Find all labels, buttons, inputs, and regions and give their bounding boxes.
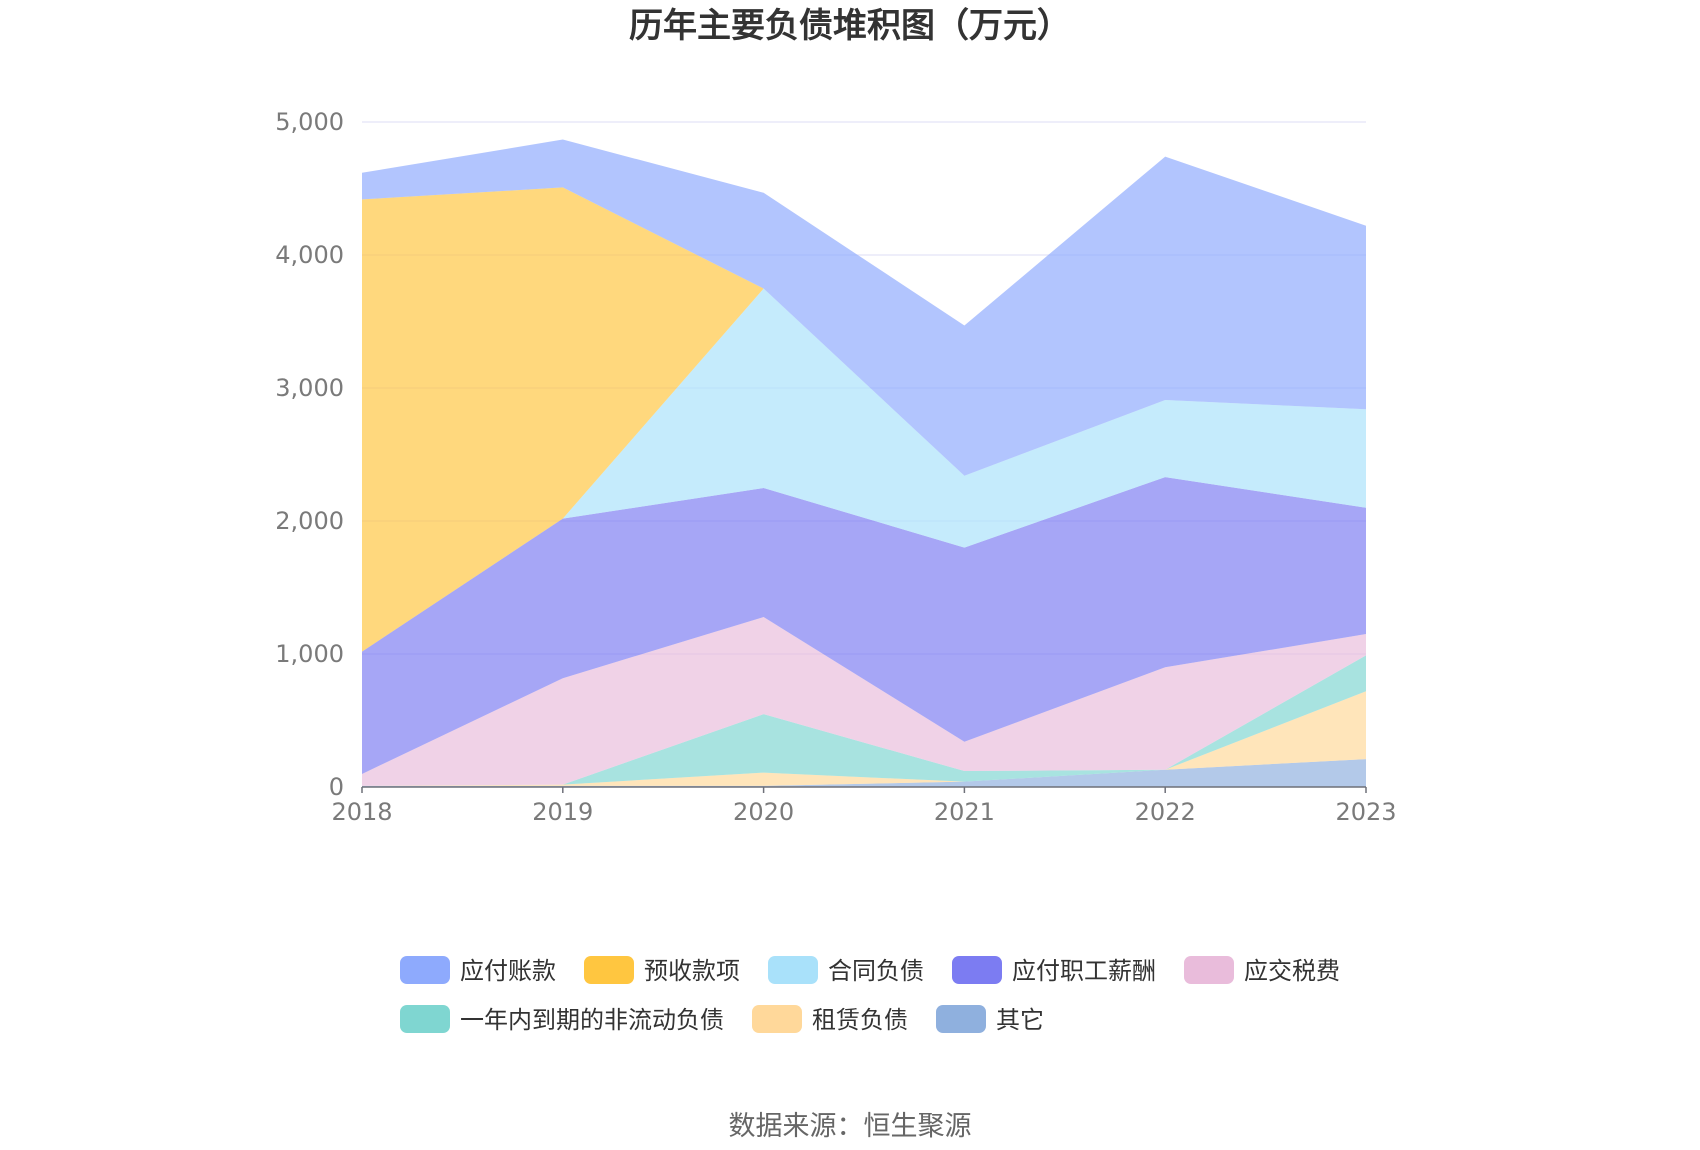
area-其它[interactable] [362,759,1366,787]
legend-label: 租赁负债 [812,1006,908,1034]
legend-swatch [1184,956,1234,984]
y-tick-label: 3,000 [275,374,344,402]
legend-item-应付账款[interactable]: 应付账款 [400,956,556,985]
legend-label: 应交税费 [1244,957,1340,985]
legend-swatch [768,956,818,984]
area-应付职工薪酬[interactable] [362,477,1366,774]
legend-swatch [584,956,634,984]
area-series-group [362,139,1366,787]
legend-swatch [400,956,450,984]
axes: 2018 2019 2020 2021 2022 2023 0 1,000 2,000 3,000… [275,108,1396,826]
legend-label: 应付职工薪酬 [1012,957,1156,985]
legend-swatch [936,1005,986,1033]
y-tick-label: 0 [329,773,344,801]
x-tick-label: 2018 [331,798,392,826]
legend-swatch [400,1005,450,1033]
area-应交税费[interactable] [362,617,1366,786]
legend-item-其它[interactable]: 其它 [936,1005,1044,1034]
legend-item-合同负债[interactable]: 合同负债 [768,956,924,985]
legend-swatch [752,1005,802,1033]
y-tick-label: 4,000 [275,241,344,269]
y-tick-label: 5,000 [275,108,344,136]
y-tick-label: 2,000 [275,507,344,535]
legend-item-应付职工薪酬[interactable]: 应付职工薪酬 [952,956,1156,985]
x-tick-label: 2020 [733,798,794,826]
legend-label: 其它 [996,1006,1044,1034]
x-tick-label: 2019 [532,798,593,826]
legend-item-租赁负债[interactable]: 租赁负债 [752,1005,908,1034]
area-预收款项[interactable] [362,187,1366,652]
area-应付账款[interactable] [362,139,1366,476]
data-source-note: 数据来源：恒生聚源 [729,1111,972,1142]
legend-label: 预收款项 [644,957,740,985]
legend-swatch [952,956,1002,984]
legend-label: 合同负债 [828,957,924,985]
chart-title: 历年主要负债堆积图（万元） [629,6,1071,46]
x-tick-label: 2021 [934,798,995,826]
area-合同负债[interactable] [362,288,1366,652]
y-tick-label: 1,000 [275,640,344,668]
legend-item-应交税费[interactable]: 应交税费 [1184,956,1340,985]
x-tick-label: 2022 [1135,798,1196,826]
area-一年内到期的非流动负债[interactable] [362,655,1366,786]
legend-label: 一年内到期的非流动负债 [460,1006,724,1034]
legend-item-预收款项[interactable]: 预收款项 [584,956,740,985]
legend-label: 应付账款 [460,957,556,985]
x-tick-label: 2023 [1335,798,1396,826]
legend-item-一年内到期的非流动负债[interactable]: 一年内到期的非流动负债 [400,1005,724,1034]
